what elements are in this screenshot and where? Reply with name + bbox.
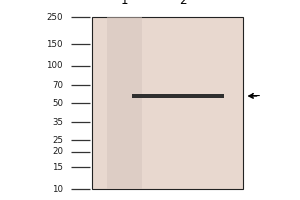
Text: 15: 15 bbox=[52, 163, 63, 172]
Text: 1: 1 bbox=[121, 0, 128, 7]
Text: 150: 150 bbox=[46, 40, 63, 49]
Text: 100: 100 bbox=[46, 61, 63, 70]
Text: ←: ← bbox=[249, 89, 260, 102]
Text: 10: 10 bbox=[52, 184, 63, 194]
Text: 250: 250 bbox=[46, 12, 63, 21]
Text: 25: 25 bbox=[52, 136, 63, 145]
Bar bbox=[107, 17, 142, 189]
Text: 50: 50 bbox=[52, 98, 63, 108]
Bar bbox=[132, 94, 224, 98]
Text: 2: 2 bbox=[179, 0, 187, 7]
Bar bbox=[92, 17, 243, 189]
Text: 35: 35 bbox=[52, 118, 63, 127]
Text: 70: 70 bbox=[52, 81, 63, 90]
Text: 20: 20 bbox=[52, 147, 63, 156]
